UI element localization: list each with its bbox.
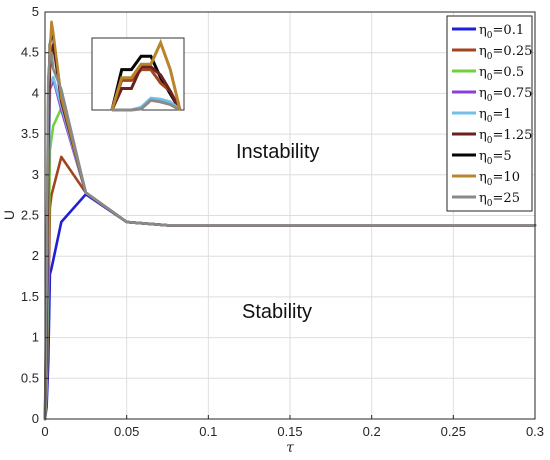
x-axis-label: τ	[286, 440, 294, 456]
x-tick-label: 0.3	[526, 424, 544, 439]
legend: η0=0.1 η0=0.25 η0=0.5 η0=0.75 η0=1 η0=1.25 η0=…	[446, 15, 533, 212]
x-tick-label: 0	[41, 424, 48, 439]
y-tick-label: 1	[32, 330, 39, 345]
tick-labels: 0 0.05 0.1 0.15 0.2 0.25 0.3 0 0.5 1 1.5 2 2.5 3 3.5 4 4…	[21, 4, 544, 439]
series-line-8	[43, 51, 537, 421]
legend-label: η0=0.75	[479, 86, 532, 104]
annotation-instability: Instability	[236, 141, 319, 163]
y-tick-label: 2	[32, 248, 39, 263]
series-layer	[43, 20, 537, 421]
y-tick-label: 0	[32, 411, 39, 426]
x-tick-label: 0.15	[277, 424, 302, 439]
inset-line-4	[112, 98, 181, 112]
inset-line-5	[110, 38, 182, 111]
y-tick-label: 3.5	[21, 126, 39, 141]
y-tick-label: 0.5	[21, 370, 39, 385]
x-tick-label: 0.1	[199, 424, 217, 439]
legend-label: η0=5	[479, 149, 512, 167]
inset-zoom	[91, 37, 185, 112]
x-tick-label: 0.25	[441, 424, 466, 439]
y-tick-label: 3	[32, 167, 39, 182]
legend-label: η0=0.25	[479, 44, 532, 62]
x-tick-label: 0.2	[363, 424, 381, 439]
legend-label: η0=10	[479, 170, 520, 188]
inset-line-2	[110, 65, 182, 111]
y-tick-label: 4	[32, 85, 39, 100]
y-axis-label: U	[1, 210, 17, 220]
y-tick-label: 4.5	[21, 45, 39, 60]
legend-label: η0=0.5	[479, 65, 524, 83]
legend-label: η0=1.25	[479, 128, 532, 146]
x-tick-label: 0.05	[114, 424, 139, 439]
legend-label: η0=0.1	[479, 23, 524, 41]
y-tick-label: 1.5	[21, 289, 39, 304]
legend-label: η0=1	[479, 107, 512, 125]
y-tick-label: 2.5	[21, 208, 39, 223]
y-tick-label: 5	[32, 4, 39, 19]
annotation-stability: Stability	[242, 301, 312, 323]
legend-label: η0=25	[479, 191, 520, 209]
